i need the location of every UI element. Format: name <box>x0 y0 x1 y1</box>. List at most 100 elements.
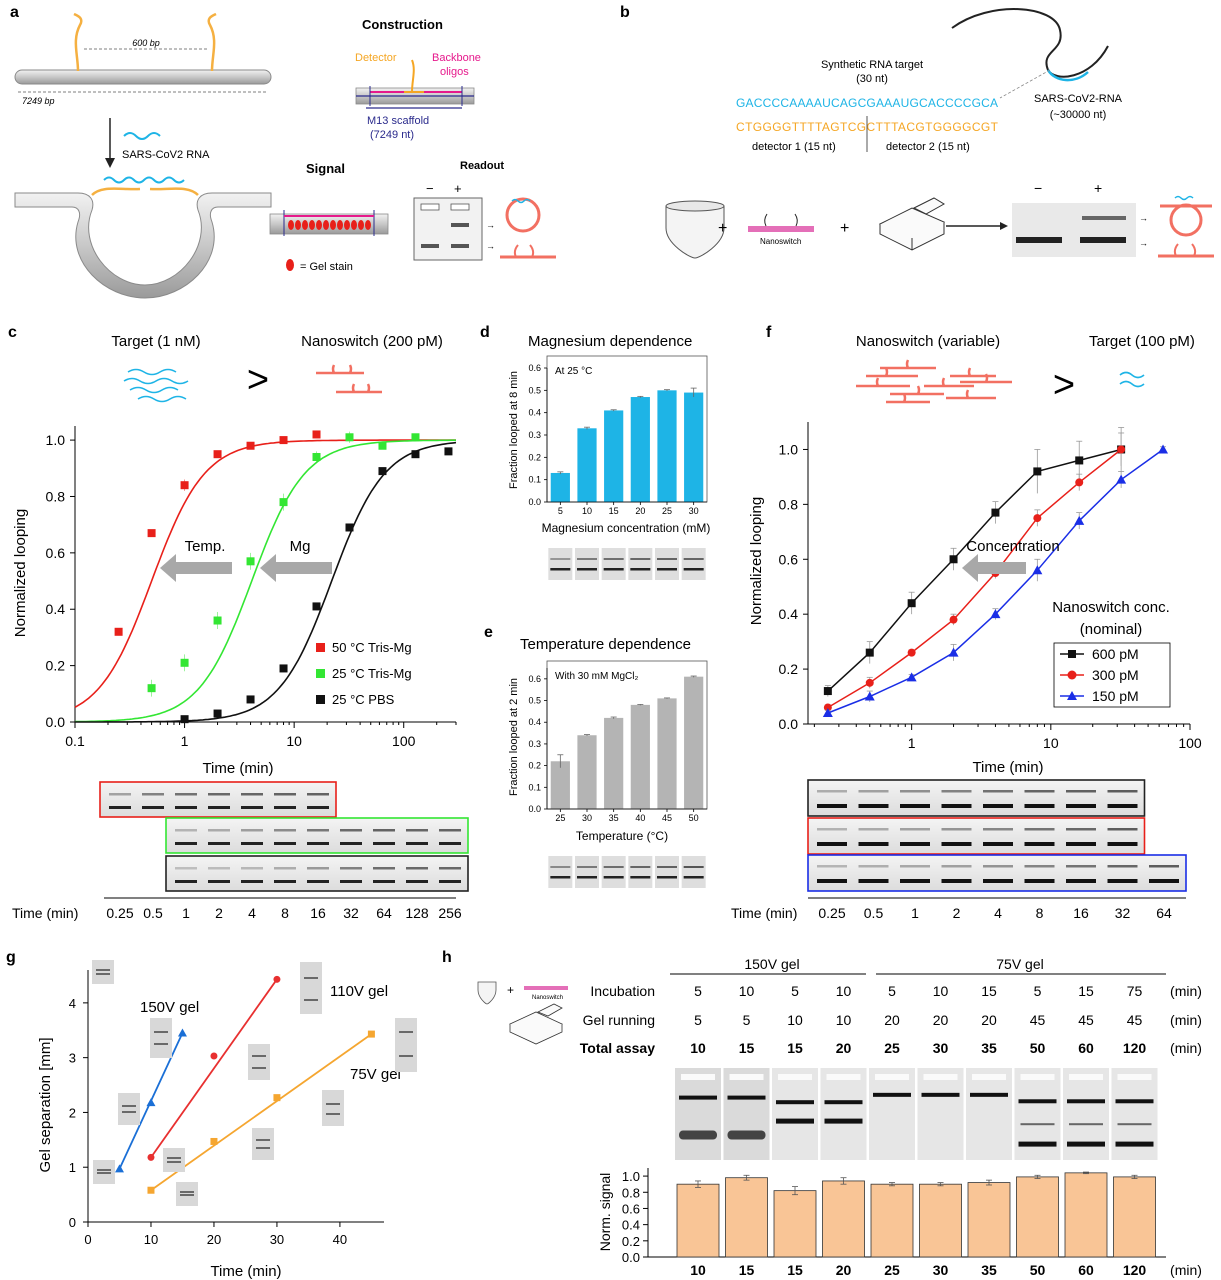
f-gel-band-lower <box>817 879 847 883</box>
f-legend-label-1: 600 pM <box>1092 646 1139 662</box>
readout-loop-rna <box>511 198 531 204</box>
f-gel-band-lower <box>1107 842 1138 846</box>
h-gel-image <box>966 1068 1012 1160</box>
f-data-point <box>865 648 874 657</box>
h-table-cell: 15 <box>787 1040 803 1056</box>
f-gel-band-lower <box>941 879 972 883</box>
f-data-point <box>822 708 833 718</box>
workflow-arrow-head <box>1000 222 1008 230</box>
gel-band-lower <box>657 568 677 571</box>
f-data-point <box>949 555 958 564</box>
h-table-cell: 15 <box>739 1040 755 1056</box>
h-table-cell: 10 <box>787 1012 803 1028</box>
c-data-point <box>312 602 321 611</box>
synthetic-label-1: Synthetic RNA target <box>821 59 923 71</box>
f-gel-band-lower <box>941 842 972 846</box>
signal-stain-dots <box>288 220 371 230</box>
gel-band-lower <box>630 876 651 879</box>
gel-band-lower <box>683 876 704 879</box>
d-title: Magnesium dependence <box>528 333 692 350</box>
g-data-point <box>177 1028 187 1037</box>
x-tick-label: 20 <box>635 506 645 516</box>
f-data-point <box>865 678 874 687</box>
c-fit-curve-1 <box>74 439 456 708</box>
g-y-tick-label: 3 <box>69 1051 76 1066</box>
f-concentration-arrow <box>962 554 1026 582</box>
c-target-icon <box>123 368 189 403</box>
h-gel-well <box>826 1074 861 1080</box>
c-legend-label-2: 25 °C Tris-Mg <box>332 666 412 681</box>
h-table-cell: 10 <box>690 1040 706 1056</box>
h-table-cell: 20 <box>884 1012 900 1028</box>
h-table-cell: 20 <box>836 1040 852 1056</box>
gel-band-lower <box>577 568 597 571</box>
bar <box>684 392 704 502</box>
c-gel-band-upper <box>109 793 131 796</box>
gel-stain-icon <box>286 259 294 271</box>
panel-g: g 0 10 20 30 40 0 1 2 3 4 Time (min) Gel separati… <box>6 949 417 1280</box>
h-y-tick-label: 0.2 <box>622 1234 640 1249</box>
h-table-cell: 45 <box>1030 1012 1046 1028</box>
c-gel-lane-label: 16 <box>310 905 326 921</box>
h-bar <box>1113 1176 1156 1258</box>
h-gel-band-upper <box>1115 1099 1154 1104</box>
detector1-label: detector 1 (15 nt) <box>752 141 836 153</box>
g-x-tick-label: 0 <box>84 1232 91 1247</box>
gel-band-upper <box>603 866 624 868</box>
f-data-point <box>1075 456 1084 465</box>
b-gel-image <box>1012 203 1136 257</box>
y-tick-label: 0.5 <box>528 696 541 706</box>
panel-letter-c: c <box>8 324 17 341</box>
gel-band-lower <box>630 568 651 571</box>
gel-thumb <box>601 856 626 888</box>
c-data-point <box>147 529 156 538</box>
f-ylabel: Normalized looping <box>748 497 765 625</box>
c-gel-lane-label: 4 <box>248 905 256 921</box>
f-gel-band-lower <box>1107 804 1138 808</box>
g-y-tick-label: 2 <box>69 1105 76 1120</box>
readout-arrow-2: → <box>486 241 495 251</box>
c-gel-band-lower <box>208 880 230 883</box>
h-row-label: Total assay <box>580 1040 655 1056</box>
readout-title: Readout <box>460 160 504 172</box>
sars-rna-curve <box>951 8 1109 78</box>
c-y-tick-label: 0.6 <box>46 545 66 561</box>
gel-plus: + <box>1094 180 1102 196</box>
h-gel-well <box>1020 1074 1055 1080</box>
readout-band-1 <box>421 244 439 248</box>
f-gel-lane-label: 32 <box>1115 905 1131 921</box>
e-gel-thumbnails <box>548 856 706 888</box>
panel-b: b Synthetic RNA target (30 nt) GACCCCAAA… <box>620 4 1214 259</box>
d-frame <box>546 355 708 503</box>
f-data-point <box>990 609 1001 619</box>
c-gel-lane-label: 128 <box>405 905 429 921</box>
f-x-tick-label: 10 <box>1043 735 1059 751</box>
g-series-label-3: 75V gel <box>350 1066 401 1083</box>
h-x-tick-label: 30 <box>933 1262 949 1278</box>
h-unit-label: (min) <box>1170 1012 1202 1028</box>
dim-7249-label: 7249 bp <box>22 96 55 106</box>
h-table-cell: 120 <box>1123 1040 1147 1056</box>
c-gel-strip-1 <box>99 781 337 818</box>
f-gel-lane-label: 16 <box>1073 905 1089 921</box>
gel-thumb <box>575 856 599 888</box>
d-xlabel: Magnesium concentration (mM) <box>542 521 711 535</box>
f-gel-strip-1 <box>807 779 1146 817</box>
h-x-unit-label: (min) <box>1170 1262 1202 1278</box>
y-tick-label: 0.2 <box>528 761 541 771</box>
h-table-cell: 25 <box>884 1040 900 1056</box>
y-tick-label: 0.0 <box>528 497 541 507</box>
h-gel-band-upper <box>1018 1099 1057 1104</box>
y-tick-label: 0.6 <box>528 674 541 684</box>
gel-box-icon <box>878 197 946 251</box>
c-temp-arrow <box>160 554 232 582</box>
h-table-cell: 45 <box>1127 1012 1143 1028</box>
f-data-point <box>1117 445 1126 454</box>
f-gel-band-lower <box>817 804 847 808</box>
h-gel-band-mid <box>1117 1123 1152 1126</box>
c-x-tick-label: 10 <box>286 733 302 749</box>
g-data-point <box>367 1030 375 1038</box>
h-bar <box>919 1183 962 1258</box>
looped-detectors <box>91 187 199 196</box>
gel-band-lower <box>550 568 571 571</box>
